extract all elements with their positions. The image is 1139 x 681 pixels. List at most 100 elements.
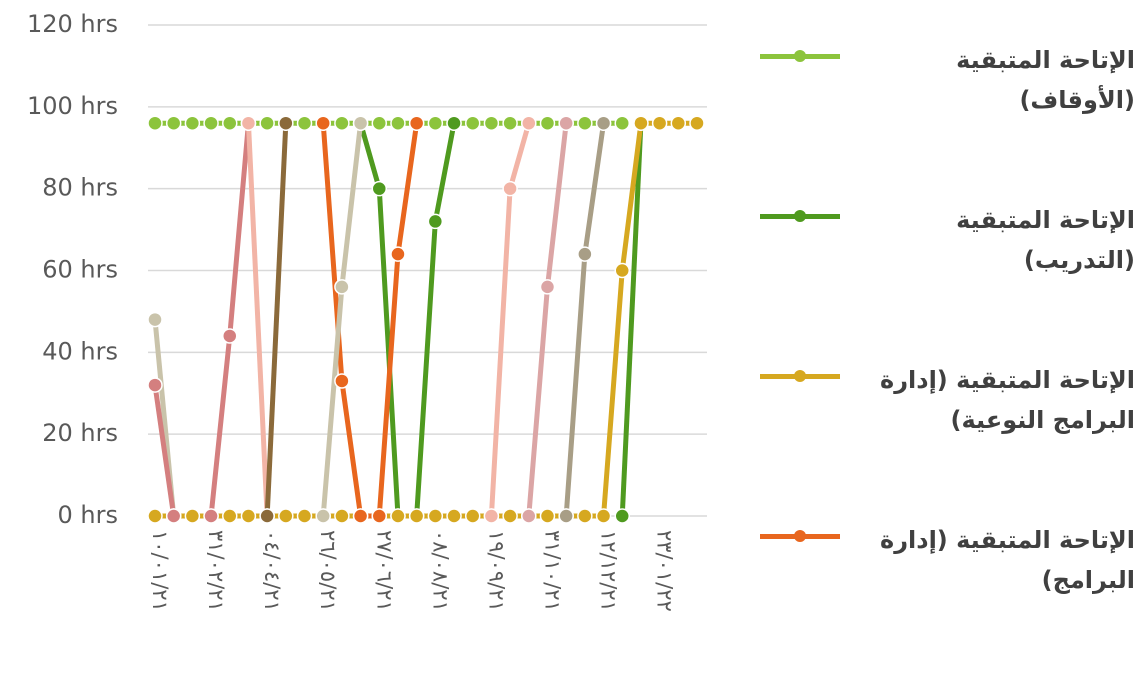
marker [577, 508, 593, 524]
marker [334, 508, 350, 524]
legend-label: الإتاحة المتبقية (التدريب) [956, 206, 1135, 274]
marker [558, 508, 574, 524]
marker [203, 508, 219, 524]
marker [184, 115, 201, 131]
marker [483, 115, 500, 131]
y-tick-label: 20 hrs [42, 419, 118, 447]
y-tick-label: 120 hrs [27, 10, 118, 38]
marker [502, 180, 518, 197]
marker [521, 115, 537, 131]
marker [296, 115, 313, 131]
series-line [526, 122, 569, 517]
marker [147, 377, 163, 393]
marker [296, 508, 313, 524]
marker [278, 508, 294, 524]
chart: 0 hrs 20 hrs 40 hrs 60 hrs 80 hrs 100 hrs 120 … [27, 10, 707, 612]
x-tick-label: ٢٦/٠٥/٢١ [316, 530, 340, 612]
y-tick-label: 60 hrs [42, 256, 118, 284]
marker [203, 115, 219, 131]
x-tick-label: ٠٨/٠٨/٢١ [428, 530, 452, 612]
marker [315, 115, 331, 131]
y-tick-label: 40 hrs [42, 337, 118, 365]
marker [147, 115, 163, 131]
marker [390, 246, 406, 262]
marker [222, 508, 238, 524]
marker [446, 508, 462, 524]
marker [408, 508, 425, 524]
marker [689, 115, 705, 131]
marker [502, 115, 518, 131]
marker [352, 115, 369, 131]
series-line [155, 120, 697, 519]
marker [371, 115, 388, 131]
marker [614, 262, 630, 279]
legend: الإتاحة المتبقية (الأوقاف) الإتاحة المتبق… [760, 40, 1135, 680]
legend-dot [794, 530, 806, 542]
marker [521, 508, 537, 524]
legend-label: الإتاحة المتبقية (إدارة البرامج النوعية) [880, 366, 1135, 434]
marker [334, 115, 350, 131]
y-tick-label: 100 hrs [27, 92, 118, 120]
marker [408, 115, 425, 131]
marker [464, 508, 481, 524]
marker [184, 508, 201, 524]
marker [259, 115, 275, 131]
marker [147, 311, 163, 328]
legend-swatch [760, 50, 840, 62]
marker [390, 115, 406, 131]
series-line [619, 123, 644, 517]
marker [464, 115, 481, 131]
legend-swatch [760, 530, 840, 542]
marker [539, 115, 556, 131]
marker [371, 508, 388, 524]
marker [427, 213, 444, 230]
series-line [152, 384, 177, 517]
marker [427, 115, 444, 131]
legend-entry: الإتاحة المتبقية (الأوقاف) [760, 40, 1135, 200]
marker [390, 508, 406, 524]
x-tick-label: ١٩/٠٩/٢١ [484, 530, 508, 612]
marker [633, 115, 649, 131]
marker [595, 508, 612, 524]
marker [147, 508, 163, 524]
marker [539, 508, 556, 524]
marker [539, 279, 556, 295]
legend-entry: الإتاحة المتبقية (إدارة البرامج النوعية) [760, 360, 1135, 520]
series-line [208, 122, 251, 517]
marker [334, 373, 350, 389]
x-tick-label: ٣١/٠٢/٢١ [204, 530, 228, 612]
marker [502, 508, 518, 524]
legend-label: الإتاحة المتبقية (الأوقاف) [956, 46, 1135, 114]
series-line [245, 123, 270, 517]
marker [577, 246, 593, 262]
marker [315, 508, 331, 524]
marker [446, 115, 462, 131]
marker [222, 328, 238, 344]
marker [595, 115, 612, 131]
legend-label: الإتاحة المتبقية (إدارة البرامج) [880, 526, 1135, 594]
legend-dot [794, 50, 806, 62]
x-tick-label: ٠٤/٠٤/٢١ [260, 530, 284, 612]
marker [240, 508, 257, 524]
marker [371, 180, 388, 197]
series-line [264, 123, 289, 517]
x-tick-label: ٣١/١٠/٢١ [540, 530, 564, 612]
marker [614, 115, 630, 131]
marker [577, 115, 593, 131]
marker [240, 115, 257, 131]
y-tick-label: 80 hrs [42, 174, 118, 202]
marker [278, 115, 294, 131]
x-tick-label: ١٠/٠١/٢١ [148, 530, 172, 612]
legend-swatch [760, 370, 840, 382]
marker [483, 508, 500, 524]
y-tick-label: 0 hrs [58, 501, 118, 529]
marker [614, 508, 630, 524]
series-line [563, 122, 607, 517]
x-tick-label: ١٢/١٢/٢١ [597, 530, 621, 612]
x-tick-label: ٢٧/٠٦/٢١ [372, 530, 396, 612]
marker [165, 115, 182, 131]
marker [558, 115, 574, 131]
legend-swatch [760, 210, 840, 222]
marker [259, 508, 275, 524]
